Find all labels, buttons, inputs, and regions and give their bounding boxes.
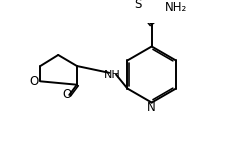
Text: N: N: [147, 101, 155, 114]
Text: NH: NH: [103, 69, 120, 80]
Text: NH₂: NH₂: [164, 1, 187, 14]
Text: O: O: [29, 75, 38, 88]
Text: O: O: [62, 88, 71, 101]
Text: S: S: [134, 0, 141, 11]
